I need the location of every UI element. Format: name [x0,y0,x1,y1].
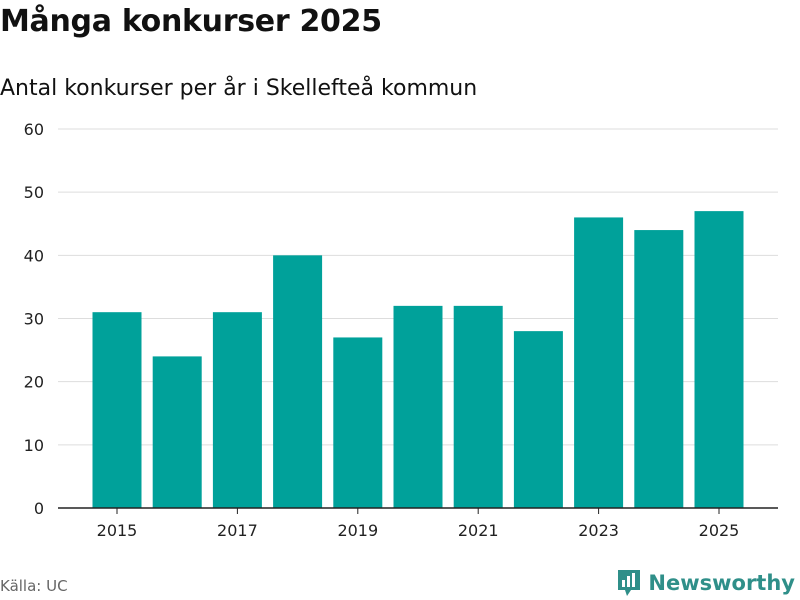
bars [92,211,744,509]
y-tick-label: 0 [34,499,44,518]
y-tick-label: 50 [24,183,44,202]
brand-name: Newsworthy [648,571,795,595]
x-tick-label: 2025 [699,521,740,540]
newsworthy-logo: Newsworthy [616,568,795,598]
bar-2017 [212,312,262,508]
x-tick-label: 2023 [578,521,619,540]
x-tick-label: 2017 [217,521,258,540]
bar-2025 [694,211,744,508]
bar-2022 [513,331,563,508]
chart-title: Många konkurser 2025 [0,4,382,39]
bar-2024 [634,230,684,509]
bar-2019 [333,337,383,508]
x-tick-label: 2019 [337,521,378,540]
bar-2023 [574,217,624,508]
y-tick-label: 60 [24,120,44,139]
bar-2015 [92,312,142,508]
chart-subtitle: Antal konkurser per år i Skellefteå komm… [0,76,478,101]
source-note: Källa: UC [0,577,68,595]
bar-2020 [393,305,443,508]
y-tick-label: 40 [24,246,44,265]
axes: 0 10 20 30 40 50 60 2015 2017 2019 2021 2023 2025 [24,120,778,540]
bar-2021 [453,305,503,508]
y-tick-label: 20 [24,373,44,392]
x-tick-label: 2021 [458,521,499,540]
bar-2016 [152,356,202,508]
y-tick-label: 30 [24,310,44,329]
bar-2018 [273,255,323,508]
bar-chart-speech-bubble-icon [618,570,641,596]
y-tick-label: 10 [24,436,44,455]
x-tick-label: 2015 [97,521,138,540]
